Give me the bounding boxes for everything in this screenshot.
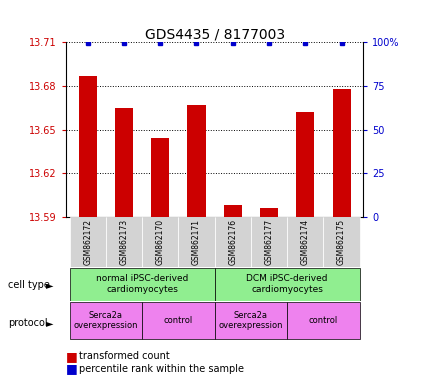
Text: control: control — [309, 316, 338, 325]
Text: Serca2a
overexpression: Serca2a overexpression — [218, 311, 283, 330]
Bar — [296, 112, 314, 217]
Bar — [187, 105, 206, 217]
Bar — [79, 76, 97, 217]
Bar — [287, 302, 360, 339]
Title: GDS4435 / 8177003: GDS4435 / 8177003 — [144, 27, 285, 41]
Text: transformed count: transformed count — [79, 351, 170, 361]
Text: GSM862175: GSM862175 — [337, 219, 346, 265]
Text: percentile rank within the sample: percentile rank within the sample — [79, 364, 244, 374]
Text: protocol: protocol — [8, 318, 48, 328]
Bar — [287, 217, 323, 267]
Bar — [70, 302, 142, 339]
Bar — [142, 302, 215, 339]
Text: GSM862174: GSM862174 — [301, 219, 310, 265]
Text: ►: ► — [46, 280, 54, 290]
Bar — [142, 217, 178, 267]
Bar — [178, 217, 215, 267]
Bar — [106, 217, 142, 267]
Bar — [215, 268, 360, 301]
Bar — [215, 302, 287, 339]
Bar — [70, 268, 215, 301]
Bar — [323, 217, 360, 267]
Text: GSM862171: GSM862171 — [192, 219, 201, 265]
Text: GSM862177: GSM862177 — [264, 219, 274, 265]
Text: DCM iPSC-derived
cardiomyocytes: DCM iPSC-derived cardiomyocytes — [246, 275, 328, 294]
Text: normal iPSC-derived
cardiomyocytes: normal iPSC-derived cardiomyocytes — [96, 275, 188, 294]
Text: GSM862176: GSM862176 — [228, 219, 237, 265]
Bar — [260, 208, 278, 217]
Text: ►: ► — [46, 318, 54, 328]
Bar — [215, 217, 251, 267]
Text: GSM862173: GSM862173 — [119, 219, 128, 265]
Bar — [70, 217, 106, 267]
Bar — [151, 138, 169, 217]
Text: cell type: cell type — [8, 280, 51, 290]
Bar — [224, 205, 242, 217]
Text: ■: ■ — [66, 362, 78, 375]
Text: ■: ■ — [66, 350, 78, 363]
Text: GSM862172: GSM862172 — [83, 219, 92, 265]
Text: control: control — [164, 316, 193, 325]
Bar — [251, 217, 287, 267]
Bar — [115, 108, 133, 217]
Bar — [332, 89, 351, 217]
Text: GSM862170: GSM862170 — [156, 219, 165, 265]
Text: Serca2a
overexpression: Serca2a overexpression — [74, 311, 138, 330]
